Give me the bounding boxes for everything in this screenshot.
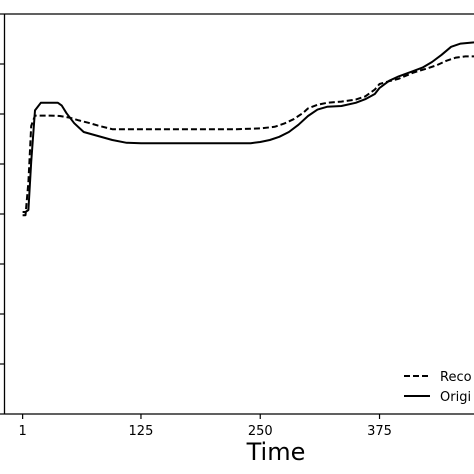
legend: Reco Origi (404, 370, 472, 405)
x-tick-label: 375 (367, 424, 392, 439)
series-line-reco (22, 55, 474, 217)
plot-area: 1 125 250 375 (0, 13, 474, 439)
x-tick-label: 250 (248, 424, 273, 439)
y-ticks (0, 13, 5, 415)
x-axis-label: Time (246, 438, 306, 466)
x-tick-label: 125 (129, 424, 154, 439)
series-layer (22, 41, 474, 217)
x-ticks: 1 125 250 375 (18, 414, 392, 439)
series-line-origi (22, 41, 474, 213)
legend-label-origi: Origi (440, 390, 471, 405)
x-tick-label: 1 (18, 424, 26, 439)
legend-label-reco: Reco (440, 370, 472, 385)
